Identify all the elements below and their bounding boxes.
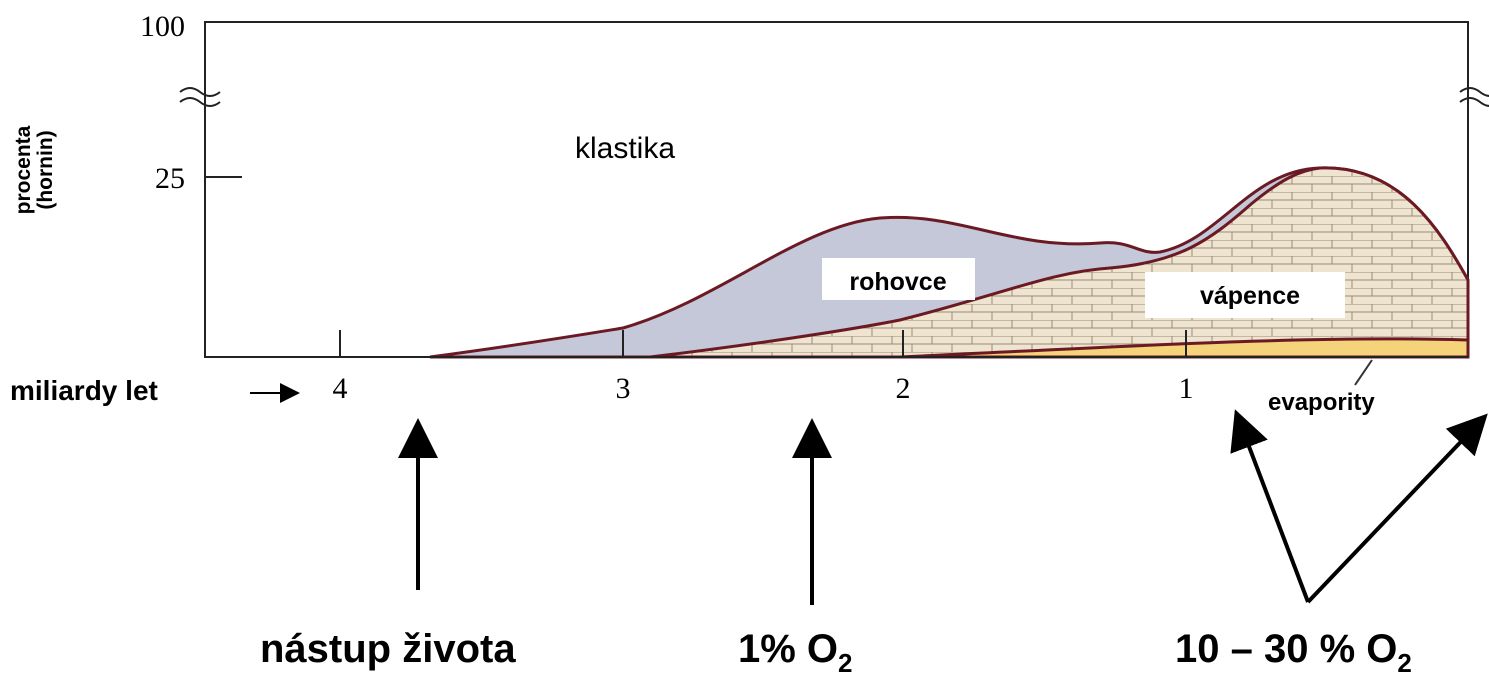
annotation-text: 10 – 30 % O [1175,627,1397,671]
y-label-line: procenta [12,125,35,214]
x-tick-label: 3 [616,372,631,405]
annotation-text: 1% O [738,627,838,671]
x-axis-label: miliardy let [10,375,158,406]
y-axis-label: procenta (hornin) [12,125,57,214]
region-label: evapority [1268,389,1375,416]
x-tick-label: 2 [896,372,911,405]
evaporites-area [899,337,1470,359]
leader-line [1354,359,1373,386]
axis-break [1459,87,1489,107]
region-label: vápence [1200,282,1300,310]
annotation: nástup života [260,627,516,671]
x-tick-marks [339,330,1187,357]
label-box [822,258,975,300]
annotation-sub: 2 [1397,648,1411,676]
region-label: rohovce [849,268,946,296]
annotation: 1% O2 [738,627,853,676]
label-box [1145,272,1345,318]
y-label-line: (hornin) [34,130,57,209]
y-tick-label: 25 [155,162,185,195]
x-tick-label: 4 [333,372,348,405]
region-label: klastika [575,132,675,165]
y-tick-label: 100 [140,10,185,43]
annotation-sub: 2 [838,648,852,676]
x-tick-label: 1 [1179,372,1194,405]
annotation: 10 – 30 % O2 [1175,627,1412,676]
arrows [398,409,1488,605]
axis-break [179,87,221,107]
